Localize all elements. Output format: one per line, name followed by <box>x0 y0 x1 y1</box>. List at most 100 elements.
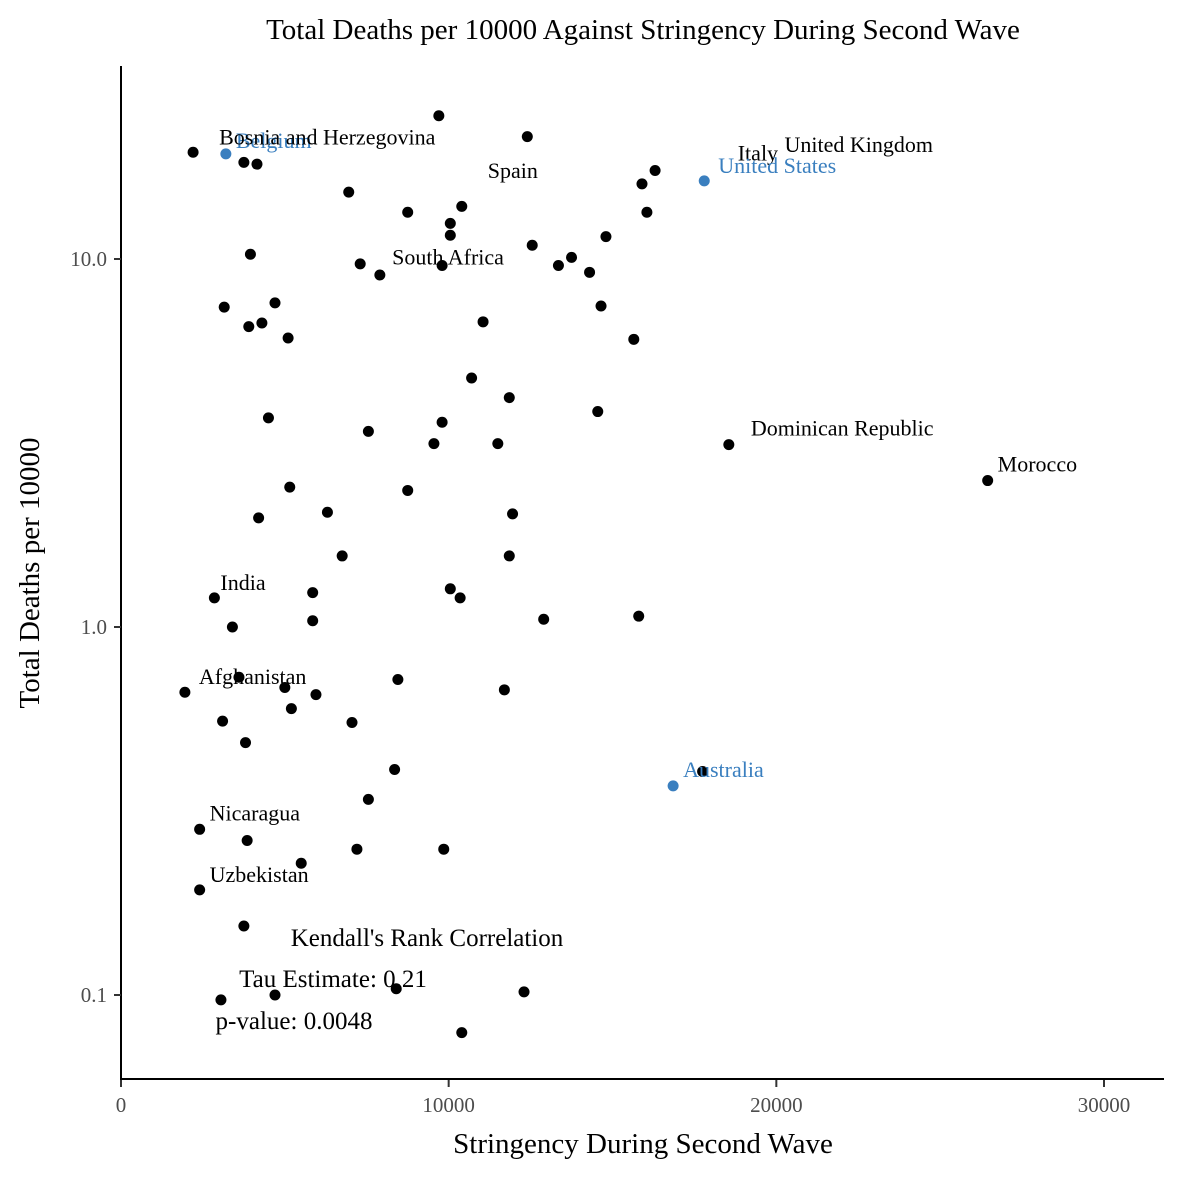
data-point <box>390 983 402 995</box>
data-point <box>723 439 735 451</box>
highlighted-data-point <box>220 148 232 160</box>
data-point <box>284 481 296 493</box>
data-point <box>492 438 504 450</box>
data-point <box>456 1027 468 1039</box>
point-label: South Africa <box>392 245 504 270</box>
data-point <box>240 737 252 749</box>
x-tick-label: 30000 <box>1078 1093 1131 1117</box>
point-label: Morocco <box>998 452 1077 477</box>
x-tick-label: 20000 <box>750 1093 803 1117</box>
data-point <box>243 321 255 333</box>
chart-title: Total Deaths per 10000 Against Stringenc… <box>266 14 1020 46</box>
data-point <box>194 823 206 835</box>
y-ticks: 0.1 1.0 10.0 <box>70 247 121 1007</box>
data-point <box>636 178 648 190</box>
data-point <box>307 615 319 627</box>
data-point <box>389 763 401 775</box>
x-tick-label: 10000 <box>422 1093 475 1117</box>
data-point <box>285 703 297 715</box>
data-point <box>351 843 363 855</box>
correlation-annotation: Kendall's Rank Correlation Tau Estimate:… <box>216 925 564 1035</box>
data-point <box>362 793 374 805</box>
data-points <box>179 110 994 1039</box>
point-label: United States <box>718 153 836 178</box>
annotation-tau: Tau Estimate: 0.21 <box>239 966 427 993</box>
point-label: Spain <box>488 158 538 183</box>
data-point <box>217 715 229 727</box>
data-point <box>187 146 199 158</box>
data-point <box>538 613 550 625</box>
data-point <box>518 986 530 998</box>
y-axis-title: Total Deaths per 10000 <box>14 438 46 709</box>
data-point <box>282 332 294 344</box>
data-point <box>477 316 489 328</box>
data-point <box>444 583 456 595</box>
y-tick-label: 10.0 <box>70 247 107 271</box>
data-point <box>244 248 256 260</box>
data-point <box>238 156 250 168</box>
data-point <box>595 300 607 312</box>
point-label: Uzbekistan <box>210 862 309 887</box>
data-point <box>262 412 274 424</box>
data-point <box>269 989 281 1001</box>
data-point <box>241 834 253 846</box>
data-point <box>649 164 661 176</box>
data-point <box>466 372 478 384</box>
data-point <box>194 884 206 896</box>
x-tick-label: 0 <box>116 1093 127 1117</box>
data-point <box>628 333 640 345</box>
data-point <box>438 843 450 855</box>
point-label: Italy <box>738 141 778 166</box>
point-label: Nicaragua <box>210 800 301 825</box>
highlighted-data-point <box>667 780 679 792</box>
point-label: Afghanistan <box>199 664 307 689</box>
data-point <box>307 587 319 599</box>
data-point <box>233 671 245 683</box>
data-point <box>295 857 307 869</box>
data-point <box>374 269 386 281</box>
data-point <box>982 475 994 487</box>
data-point <box>584 266 596 278</box>
data-point <box>592 406 604 418</box>
data-point <box>444 229 456 241</box>
data-point <box>253 512 265 524</box>
data-point <box>218 301 230 313</box>
data-point <box>456 200 468 212</box>
data-point <box>215 994 227 1006</box>
data-point <box>226 621 238 633</box>
annotation-pvalue: p-value: 0.0048 <box>216 1008 373 1035</box>
data-point <box>552 260 564 272</box>
data-point <box>444 217 456 229</box>
data-point <box>498 684 510 696</box>
data-point <box>436 416 448 428</box>
data-point <box>633 610 645 622</box>
point-label: Dominican Republic <box>751 416 934 441</box>
data-point <box>310 689 322 701</box>
data-point <box>436 260 448 272</box>
y-tick-label: 1.0 <box>81 615 107 639</box>
point-label: Australia <box>683 757 764 782</box>
highlighted-data-point <box>698 175 710 187</box>
data-point <box>566 251 578 263</box>
data-point <box>392 674 404 686</box>
data-point <box>362 425 374 437</box>
data-point <box>251 158 263 170</box>
data-point <box>433 110 445 122</box>
x-axis-title: Stringency During Second Wave <box>453 1128 833 1160</box>
data-point <box>346 717 358 729</box>
data-point <box>697 765 709 777</box>
data-point <box>428 438 440 450</box>
data-point <box>208 592 220 604</box>
data-point <box>526 239 538 251</box>
data-point <box>402 206 414 218</box>
data-point <box>600 231 612 243</box>
point-label: Belgium <box>236 128 312 153</box>
data-point <box>321 506 333 518</box>
point-label: India <box>220 570 265 595</box>
data-point <box>503 392 515 404</box>
data-point <box>279 681 291 693</box>
x-ticks: 0 10000 20000 30000 <box>116 1080 1131 1117</box>
data-point <box>503 550 515 562</box>
data-point <box>641 206 653 218</box>
